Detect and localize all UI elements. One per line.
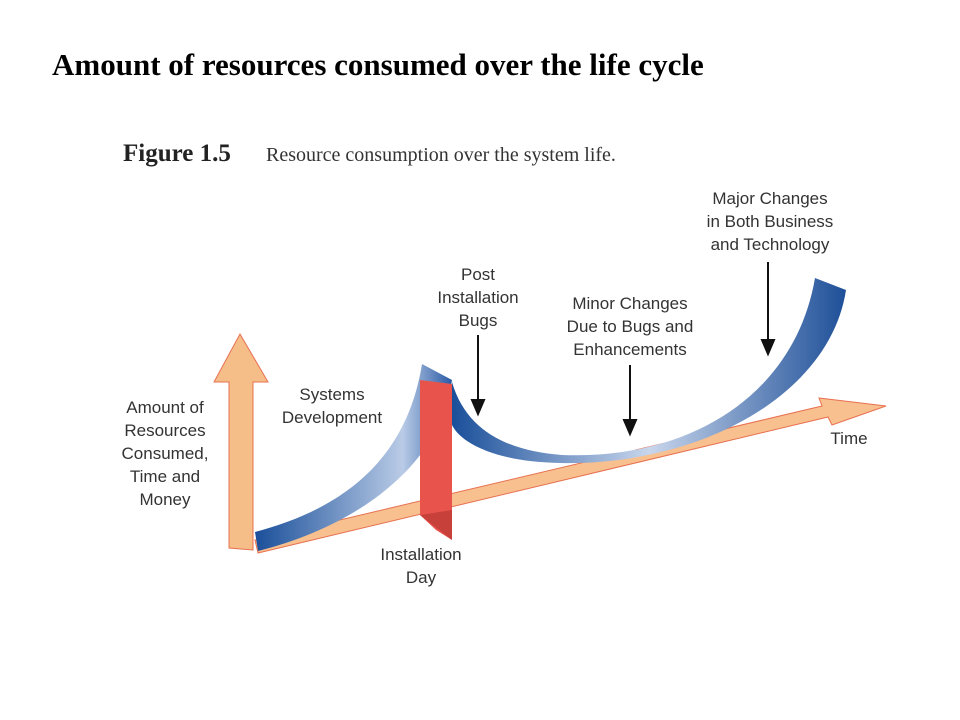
label-line: Consumed, (122, 444, 209, 463)
figure-number: Figure 1.5 (123, 140, 231, 167)
label-line: Bugs (459, 311, 498, 330)
label-post-installation-bugs: Post Installation Bugs (437, 265, 518, 330)
label-line: Time and (130, 467, 200, 486)
resource-arrow (213, 332, 269, 551)
label-line: in Both Business (707, 212, 834, 231)
label-line: Installation (437, 288, 518, 307)
label-line: Minor Changes (572, 294, 687, 313)
label-line: Installation (380, 545, 461, 564)
pointer-head (622, 419, 638, 437)
pointer-head (760, 339, 776, 357)
label-line: Day (406, 568, 437, 587)
label-systems-development: Systems Development (282, 385, 382, 427)
pointer-arrows (470, 262, 776, 437)
label-line: Time (830, 429, 867, 448)
pointer-head (470, 399, 486, 417)
figure-caption: Resource consumption over the system lif… (266, 144, 616, 166)
label-minor-changes: Minor Changes Due to Bugs and Enhancements (567, 294, 694, 359)
installation-bar-base (420, 510, 452, 540)
label-y-axis: Amount of Resources Consumed, Time and Money (122, 398, 209, 509)
label-line: Resources (124, 421, 205, 440)
diagram (213, 262, 887, 554)
label-line: Systems (299, 385, 364, 404)
maintenance-ribbon (452, 278, 846, 464)
time-arrow (254, 397, 887, 554)
label-major-changes: Major Changes in Both Business and Technol… (707, 189, 834, 254)
label-time: Time (830, 429, 867, 448)
slide-title: Amount of resources consumed over the li… (52, 47, 704, 82)
label-line: Enhancements (573, 340, 686, 359)
labels: Major Changes in Both Business and Technol… (122, 189, 868, 587)
label-line: Development (282, 408, 382, 427)
label-line: and Technology (711, 235, 830, 254)
label-line: Major Changes (712, 189, 827, 208)
label-line: Due to Bugs and (567, 317, 694, 336)
installation-bar (420, 380, 452, 540)
label-installation-day: Installation Day (380, 545, 461, 587)
label-line: Post (461, 265, 495, 284)
label-line: Money (139, 490, 191, 509)
label-line: Amount of (126, 398, 204, 417)
